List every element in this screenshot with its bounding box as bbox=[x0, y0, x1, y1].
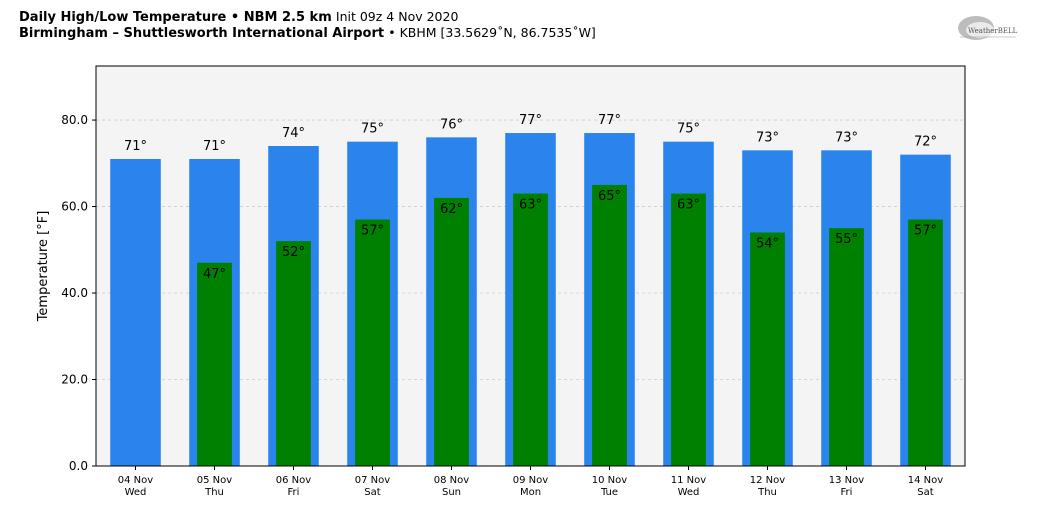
high-temp-bar bbox=[110, 158, 161, 467]
high-temp-label: 76° bbox=[440, 117, 463, 132]
low-temp-label: 54° bbox=[756, 236, 779, 251]
x-tick-weekday: Fri bbox=[288, 487, 300, 498]
x-tick-date: 04 Nov bbox=[118, 475, 154, 486]
low-temp-label: 65° bbox=[598, 189, 621, 204]
low-temp-bar bbox=[592, 184, 627, 466]
logo-text: WeatherBELL bbox=[968, 27, 1018, 35]
x-tick-date: 14 Nov bbox=[908, 475, 944, 486]
low-temp-bar bbox=[750, 232, 785, 466]
chart-title-block: Daily High/Low Temperature • NBM 2.5 km … bbox=[19, 9, 596, 41]
low-temp-bar bbox=[908, 219, 943, 466]
x-tick-date: 11 Nov bbox=[671, 475, 707, 486]
x-tick-weekday: Tue bbox=[600, 487, 618, 498]
high-temp-label: 72° bbox=[914, 135, 937, 150]
low-temp-label: 63° bbox=[677, 198, 700, 213]
init-time: Init 09z 4 Nov 2020 bbox=[335, 9, 459, 24]
y-tick-label: 80.0 bbox=[61, 113, 88, 127]
x-tick-date: 13 Nov bbox=[829, 475, 865, 486]
x-tick-weekday: Sun bbox=[442, 487, 461, 498]
low-temp-label: 57° bbox=[361, 224, 384, 239]
title-line-2: Birmingham – Shuttlesworth International… bbox=[19, 25, 596, 41]
low-temp-bar bbox=[829, 228, 864, 466]
x-tick-weekday: Sat bbox=[917, 487, 933, 498]
low-temp-bar bbox=[671, 193, 706, 466]
y-axis: 0.0 20.0 40.0 60.0 80.0 bbox=[61, 113, 96, 473]
logo-swirl-inner bbox=[966, 22, 994, 38]
low-temp-bar bbox=[434, 197, 469, 466]
x-tick-weekday: Wed bbox=[125, 487, 147, 498]
high-temp-label: 74° bbox=[282, 126, 305, 141]
high-temp-label: 77° bbox=[519, 113, 542, 128]
low-temp-bar bbox=[276, 241, 311, 466]
y-tick-label: 40.0 bbox=[61, 286, 88, 300]
x-tick-date: 09 Nov bbox=[513, 475, 549, 486]
low-temp-bar bbox=[355, 219, 390, 466]
y-tick-label: 0.0 bbox=[69, 459, 88, 473]
low-temp-label: 47° bbox=[203, 267, 226, 282]
title-line-1: Daily High/Low Temperature • NBM 2.5 km … bbox=[19, 9, 596, 25]
x-tick-weekday: Thu bbox=[204, 487, 224, 498]
high-temp-label: 75° bbox=[361, 122, 384, 137]
high-temp-label: 73° bbox=[756, 130, 779, 145]
x-tick-weekday: Fri bbox=[841, 487, 853, 498]
bars bbox=[110, 133, 951, 467]
high-temp-label: 71° bbox=[124, 139, 147, 154]
value-labels: 71° 71° 74° 75° 76° 77° 77° 75° 73° 73° 72° 47° 52° 5… bbox=[124, 113, 937, 282]
chart-title: Daily High/Low Temperature • NBM 2.5 km bbox=[19, 10, 332, 25]
x-tick-date: 05 Nov bbox=[197, 475, 233, 486]
low-temp-label: 63° bbox=[519, 198, 542, 213]
station-coordinates: • KBHM [33.5629˚N, 86.7535˚W] bbox=[388, 25, 596, 40]
y-axis-label: Temperature [°F] bbox=[36, 211, 51, 323]
low-temp-label: 55° bbox=[835, 232, 858, 247]
x-tick-date: 07 Nov bbox=[355, 475, 391, 486]
location-name: Birmingham – Shuttlesworth International… bbox=[19, 26, 385, 41]
low-temp-label: 62° bbox=[440, 202, 463, 217]
high-temp-label: 73° bbox=[835, 130, 858, 145]
x-tick-weekday: Mon bbox=[520, 487, 541, 498]
x-tick-date: 12 Nov bbox=[750, 475, 786, 486]
x-tick-date: 06 Nov bbox=[276, 475, 312, 486]
weatherbell-logo: WeatherBELL bbox=[958, 16, 1018, 40]
x-tick-weekday: Sat bbox=[364, 487, 380, 498]
high-temp-label: 71° bbox=[203, 139, 226, 154]
high-temp-label: 77° bbox=[598, 113, 621, 128]
x-tick-date: 10 Nov bbox=[592, 475, 628, 486]
x-tick-date: 08 Nov bbox=[434, 475, 470, 486]
low-temp-bar bbox=[197, 262, 232, 466]
x-tick-weekday: Wed bbox=[678, 487, 700, 498]
low-temp-label: 52° bbox=[282, 245, 305, 260]
high-temp-label: 75° bbox=[677, 122, 700, 137]
y-tick-label: 60.0 bbox=[61, 200, 88, 214]
y-tick-label: 20.0 bbox=[61, 373, 88, 387]
x-tick-weekday: Thu bbox=[757, 487, 777, 498]
low-temp-bar bbox=[513, 193, 548, 466]
low-temp-label: 57° bbox=[914, 224, 937, 239]
